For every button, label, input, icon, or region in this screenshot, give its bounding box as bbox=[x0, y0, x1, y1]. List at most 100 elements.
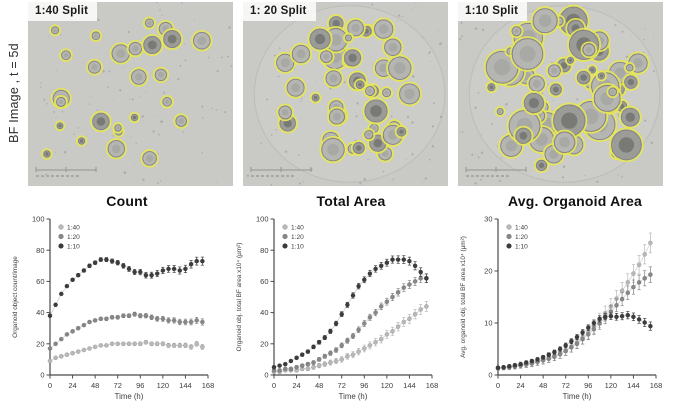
x-tick-label: 48 bbox=[539, 381, 547, 390]
data-point bbox=[64, 283, 70, 289]
data-point bbox=[53, 302, 58, 308]
organoid-outline bbox=[509, 24, 524, 39]
data-point bbox=[339, 311, 345, 317]
data-point bbox=[407, 282, 412, 287]
organoid-core bbox=[610, 89, 615, 94]
data-point bbox=[345, 302, 350, 308]
y-axis-label: Organoid obj. total BF area x10⁴ (µm²) bbox=[236, 243, 243, 352]
chart-count: Count 0 24 48 72 96 120 144 168 0 20 40 60 80 100 Time… bbox=[0, 191, 224, 407]
bf-micrograph-1-10 bbox=[458, 2, 663, 186]
organoid-core bbox=[291, 83, 300, 93]
data-point bbox=[395, 289, 401, 295]
organoid-outline bbox=[595, 70, 607, 82]
data-point bbox=[132, 269, 138, 275]
data-point bbox=[424, 275, 429, 281]
data-point bbox=[591, 320, 597, 326]
organoid-core bbox=[53, 28, 57, 33]
data-point bbox=[160, 268, 166, 273]
data-point bbox=[177, 268, 183, 273]
organoid-core bbox=[58, 124, 62, 128]
series-1-40 bbox=[47, 339, 205, 364]
data-point bbox=[367, 343, 373, 348]
data-point bbox=[384, 260, 390, 266]
organoid-core bbox=[580, 74, 587, 81]
data-point bbox=[501, 364, 506, 370]
x-tick-label: 120 bbox=[381, 381, 394, 390]
data-point bbox=[282, 366, 288, 372]
data-point bbox=[591, 326, 597, 332]
bf-image-1-40-split: 1:40 Split bbox=[28, 2, 233, 186]
chart-title-count: Count bbox=[106, 193, 148, 209]
legend-label-1-10: 1:10 bbox=[515, 243, 528, 250]
x-tick-label: 24 bbox=[68, 381, 76, 390]
y-ticks: 0 20 40 60 80 100 bbox=[256, 215, 274, 380]
organoid-outline bbox=[323, 68, 344, 89]
organoid-outline bbox=[580, 41, 598, 59]
data-point bbox=[333, 358, 339, 364]
organoid-outline bbox=[521, 90, 547, 116]
data-point bbox=[506, 363, 512, 369]
data-point bbox=[356, 283, 362, 289]
organoid-outline bbox=[363, 84, 377, 98]
data-point bbox=[194, 258, 200, 264]
legend-marker-1-10 bbox=[58, 243, 64, 249]
y-tick-label: 30 bbox=[484, 215, 492, 224]
data-point bbox=[316, 339, 322, 345]
organoid-outline bbox=[513, 125, 534, 146]
data-point bbox=[282, 361, 288, 367]
organoid-core bbox=[498, 109, 502, 114]
x-tick-label: 168 bbox=[202, 381, 215, 390]
data-point bbox=[636, 317, 642, 322]
organoid-core bbox=[367, 88, 373, 94]
series-line bbox=[49, 313, 203, 349]
y-tick-label: 100 bbox=[256, 215, 269, 224]
organoid-core bbox=[590, 68, 594, 72]
y-tick-label: 80 bbox=[36, 246, 44, 255]
data-point bbox=[81, 322, 87, 328]
data-point bbox=[137, 341, 143, 347]
organoid-core bbox=[585, 46, 592, 53]
data-point bbox=[271, 364, 277, 370]
data-point bbox=[636, 280, 642, 285]
organoid-outline bbox=[343, 32, 354, 44]
y-tick-label: 80 bbox=[260, 246, 268, 255]
x-axis-label: Time (h) bbox=[339, 392, 368, 401]
organoid-core bbox=[614, 67, 626, 78]
data-point bbox=[569, 338, 574, 344]
data-point bbox=[121, 313, 126, 319]
organoid-outline bbox=[160, 95, 174, 109]
organoid-core bbox=[532, 79, 541, 88]
legend-label-1-40: 1:40 bbox=[291, 224, 304, 231]
data-point bbox=[115, 260, 121, 266]
legend-label-1-40: 1:40 bbox=[67, 224, 80, 231]
organoid-core bbox=[372, 126, 377, 131]
organoid-outline bbox=[565, 54, 576, 66]
data-point bbox=[552, 354, 557, 360]
data-point bbox=[367, 271, 373, 276]
data-point bbox=[642, 320, 648, 325]
data-point bbox=[563, 348, 569, 354]
organoid-outline bbox=[49, 24, 62, 37]
series-1-10 bbox=[271, 255, 429, 370]
y-axis-label: Organoid object count/image bbox=[12, 256, 19, 338]
organoid-outline bbox=[530, 6, 560, 36]
y-tick-label: 40 bbox=[36, 308, 44, 317]
data-point bbox=[322, 361, 328, 367]
data-point bbox=[367, 314, 373, 320]
data-point bbox=[580, 330, 586, 335]
organoid-core bbox=[549, 149, 559, 159]
organoids bbox=[483, 4, 650, 174]
data-point bbox=[149, 314, 155, 320]
organoid-outline bbox=[362, 97, 390, 125]
organoid-outline bbox=[353, 78, 367, 91]
organoid-core bbox=[551, 67, 558, 74]
legend-label-1-20: 1:20 bbox=[515, 234, 528, 241]
data-point bbox=[183, 343, 188, 348]
data-point bbox=[200, 319, 205, 325]
x-tick-label: 144 bbox=[403, 381, 416, 390]
organoid-outline bbox=[59, 48, 73, 63]
data-point bbox=[81, 268, 87, 273]
organoid-core bbox=[561, 112, 578, 129]
split-label-1-40: 1:40 Split bbox=[28, 2, 98, 21]
row-label-bf-image: BF Image , t = 5d bbox=[0, 0, 28, 186]
